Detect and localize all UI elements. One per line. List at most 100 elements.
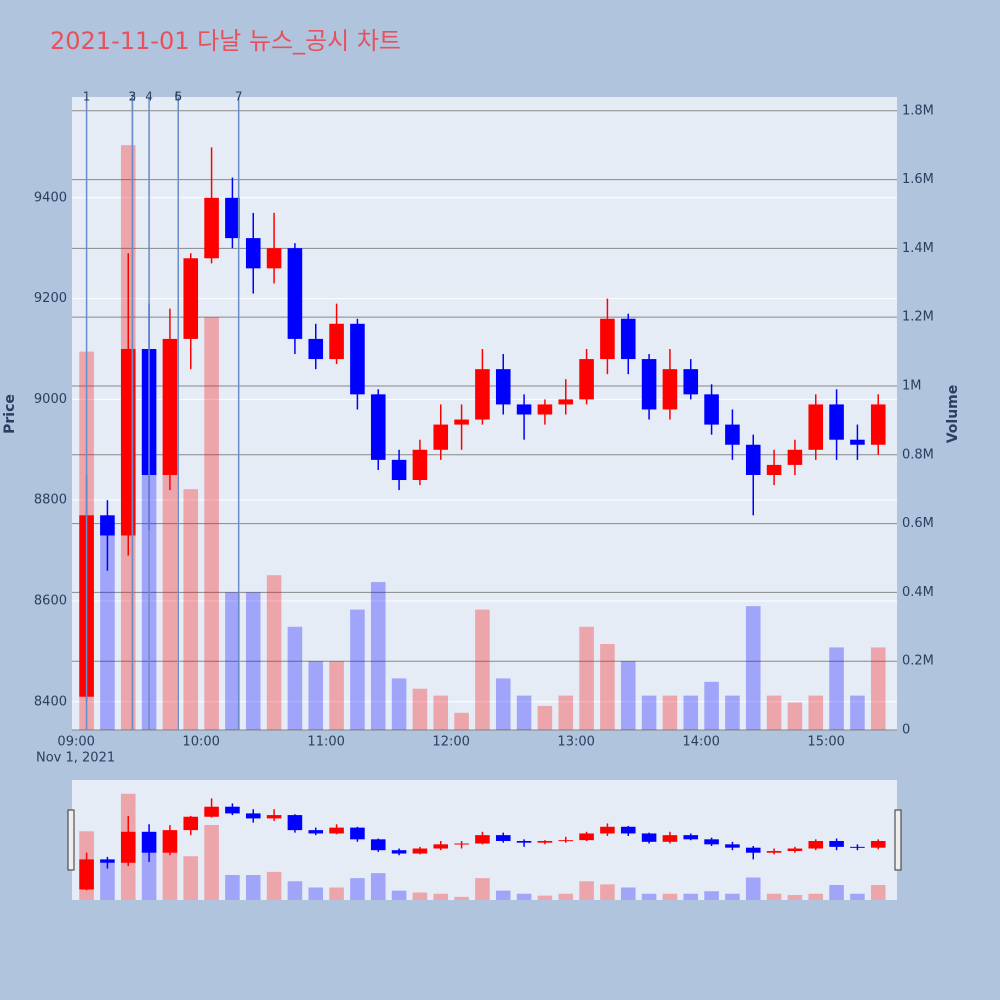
candle-body (579, 833, 594, 841)
candle-body (787, 848, 803, 852)
slider-volume-bar (454, 896, 469, 900)
volume-bar (287, 626, 303, 730)
candle-body (100, 515, 115, 536)
y2-tick-label: 0.8M (902, 447, 934, 462)
volume-bar (245, 592, 261, 730)
y2-tick-label: 1.6M (902, 172, 934, 187)
candle-body (600, 826, 615, 834)
candle-body (641, 833, 657, 842)
candle-body (558, 399, 574, 405)
volume-bar (266, 575, 282, 730)
volume-bar (537, 705, 553, 730)
volume-bar (475, 609, 490, 730)
candle-body (683, 369, 699, 395)
slider-volume-bar (683, 893, 699, 900)
slider-volume-bar (829, 885, 844, 900)
candle-body (829, 404, 844, 440)
candle-body (183, 258, 199, 339)
candle-body (204, 197, 219, 259)
y2-tick-label: 1M (902, 378, 922, 393)
volume-bar (662, 695, 678, 730)
candle-body (287, 248, 303, 339)
y2-tick-label: 1.4M (902, 241, 934, 256)
candle-body (870, 404, 886, 445)
candle-body (162, 338, 178, 475)
candle-body (391, 850, 407, 854)
slider-volume-bar (412, 892, 428, 900)
event-label: 1 (83, 90, 91, 104)
chart-title: 2021-11-01 다날 뉴스_공시 차트 (50, 27, 401, 55)
volume-bar (308, 661, 324, 730)
candle-body (454, 843, 469, 845)
candle-body (641, 359, 657, 410)
x-tick-label: 12:00 (432, 735, 469, 750)
y2-tick-label: 1.2M (902, 310, 934, 325)
plot: 8400 8600 8800 9000 9200 9400 0 0.2M 0.4M 0.6M 0.8… (34, 90, 934, 900)
candle-body (266, 815, 282, 819)
candle-body (662, 369, 678, 410)
candle-body (370, 839, 386, 851)
candle-body (516, 404, 532, 415)
slider-volume-bar (433, 893, 449, 900)
volume-bar (100, 523, 115, 730)
candle-body (266, 248, 282, 269)
volume-bar (329, 661, 344, 730)
slider-volume-bar (704, 891, 719, 900)
candle-body (537, 840, 553, 843)
candle-body (745, 444, 761, 475)
candle-body (516, 840, 532, 843)
slider-volume-bar (329, 887, 344, 900)
candle-body (537, 404, 553, 415)
y-tick-label: 9400 (34, 190, 67, 205)
volume-bar (829, 647, 844, 730)
slider-volume-bar (225, 875, 240, 900)
volume-bar (620, 661, 636, 730)
volume-bar (516, 695, 532, 730)
slider-volume-bar (537, 895, 553, 900)
slider-volume-bar (245, 875, 261, 900)
slider-volume-bar (162, 850, 178, 900)
slider-volume-bar (870, 885, 886, 900)
candle-body (245, 238, 261, 269)
slider-volume-bar (141, 850, 157, 900)
candle-body (725, 424, 740, 445)
candle-body (412, 848, 428, 854)
slider-volume-bar (495, 890, 511, 900)
volume-bar (704, 681, 719, 730)
candle-body (454, 419, 469, 425)
volume-bar (350, 609, 365, 730)
y2-tick-label: 0.6M (902, 516, 934, 531)
slider-volume-bar (308, 887, 324, 900)
volume-bar (725, 695, 740, 730)
candle-body (620, 318, 636, 360)
slider-volume-bar (641, 893, 657, 900)
slider-volume-bar (391, 890, 407, 900)
volume-bar (641, 695, 657, 730)
slider-volume-bar (662, 893, 678, 900)
y-tick-label: 8400 (34, 694, 67, 709)
event-label: 5 (174, 90, 182, 104)
candle-body (662, 835, 678, 842)
candle-body (620, 826, 636, 834)
slider-handle[interactable] (67, 809, 75, 871)
candle-body (370, 394, 386, 460)
candle-body (350, 827, 365, 840)
candle-body (329, 827, 344, 834)
candle-body (308, 338, 324, 360)
x-tick-label: 10:00 (182, 735, 219, 750)
candle-body (766, 464, 782, 475)
x-tick-label: 14:00 (682, 735, 719, 750)
candle-body (245, 813, 261, 819)
candle-body (850, 846, 865, 848)
slider-handle[interactable] (894, 809, 902, 871)
volume-bar (412, 688, 428, 730)
slider-volume-bar (287, 881, 303, 900)
event-label: 3 (129, 90, 137, 104)
slider-volume-bar (266, 871, 282, 900)
candle-body (808, 404, 824, 450)
candle-body (495, 835, 511, 841)
y2-tick-label: 0.4M (902, 585, 934, 600)
volume-bar (454, 712, 469, 730)
volume-bar (870, 647, 886, 730)
slider-volume-bar (475, 878, 490, 900)
